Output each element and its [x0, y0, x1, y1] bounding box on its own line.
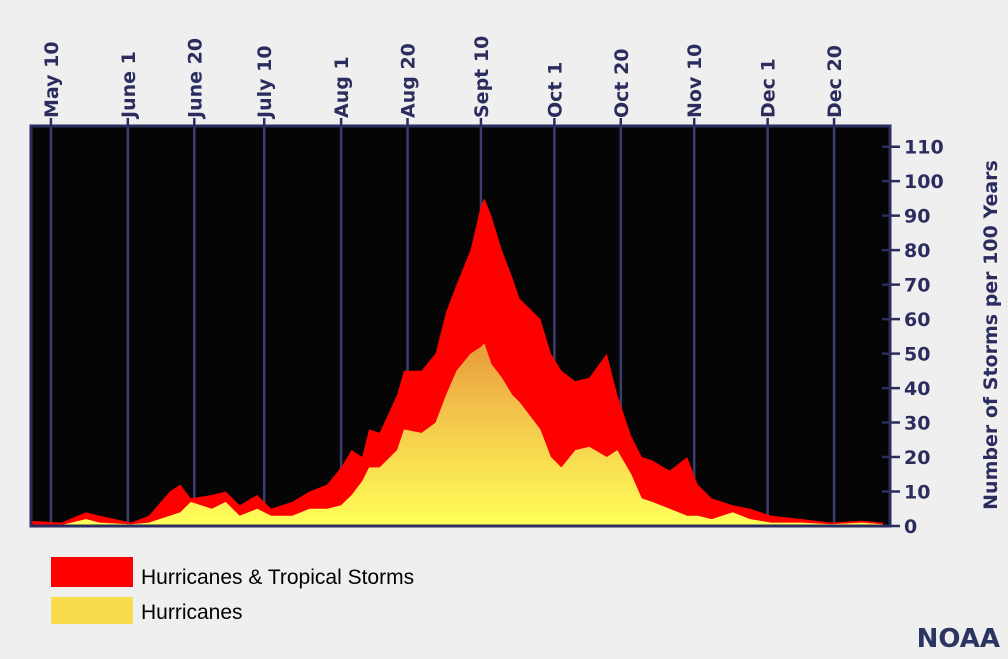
y-tick-label: 40 — [904, 378, 930, 400]
y-tick-label: 80 — [904, 240, 930, 262]
y-tick-label: 70 — [904, 275, 930, 297]
x-tick-label: June 20 — [184, 38, 206, 120]
x-tick-label: Aug 1 — [331, 56, 353, 118]
x-tick-label: Dec 20 — [824, 45, 846, 118]
x-tick-label: June 1 — [118, 51, 140, 120]
x-tick-label: Nov 10 — [684, 44, 706, 118]
y-tick-label: 90 — [904, 206, 930, 228]
area-hurricanes — [29, 343, 884, 526]
legend-label-hurricanes: Hurricanes — [141, 601, 243, 624]
plot-frame — [29, 124, 892, 528]
x-tick-label: Oct 20 — [611, 48, 633, 118]
x-tick-label: Sept 10 — [471, 36, 493, 118]
y-tick-label: 110 — [904, 137, 944, 159]
legend-label-storms: Hurricanes & Tropical Storms — [141, 566, 414, 589]
y-tick-label: 20 — [904, 447, 930, 469]
x-tick-label: Dec 1 — [758, 58, 780, 118]
legend-swatch-hurricanes — [51, 597, 133, 624]
y-tick-label: 60 — [904, 309, 930, 331]
x-tick-label: May 10 — [41, 41, 63, 118]
y-tick-label: 0 — [904, 516, 917, 538]
noaa-credit: NOAA — [917, 624, 1000, 654]
x-tick-label: Aug 20 — [398, 43, 420, 118]
x-tick-label: Oct 1 — [544, 62, 566, 118]
y-tick-label: 100 — [904, 171, 944, 193]
legend-swatch-storms — [51, 557, 133, 587]
y-axis-title: Number of Storms per 100 Years — [980, 160, 1002, 510]
area-storms — [29, 198, 884, 526]
y-tick-label: 30 — [904, 413, 930, 435]
x-tick-label: July 10 — [254, 45, 276, 120]
y-tick-label: 10 — [904, 482, 930, 504]
y-tick-label: 50 — [904, 344, 930, 366]
